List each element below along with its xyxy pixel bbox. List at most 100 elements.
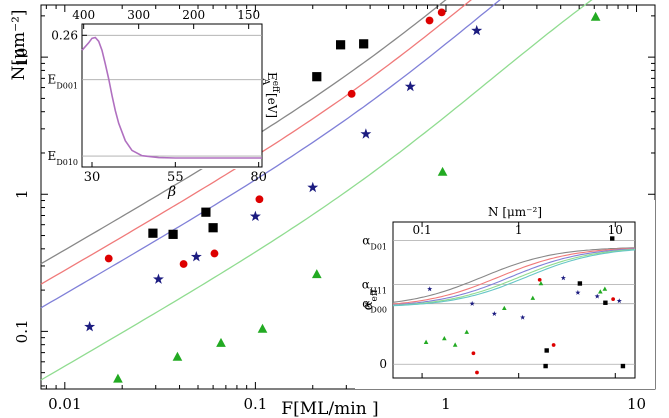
data-point-star [153,273,164,284]
main-y-axis-label: N[μm⁻²] [9,9,29,80]
data-point-triangle [590,11,601,21]
data-point-star [360,128,372,139]
x-tick-label: 10 [627,395,646,413]
fit-curve [40,0,593,381]
inset-data-point-square [610,236,615,241]
inset-data-point-triangle [464,329,470,334]
data-point-triangle [257,323,268,333]
y-tick-label: 0.1 [13,319,31,343]
sigmoid-curve [392,248,636,306]
data-point-circle [425,16,434,25]
data-point-circle [437,8,446,17]
data-point-triangle [311,269,322,279]
data-point-triangle [437,166,448,176]
x-tick-label: 10 [608,223,623,237]
x-tick-label: 0.01 [48,395,81,413]
inset-data-point-square [603,300,608,305]
inset-data-point-circle [475,370,479,375]
inset-data-point-square [577,281,583,286]
activation-energy-curve [81,36,262,159]
y-tick-label-subscript: D001 [56,81,78,90]
inset-beta-frame [81,23,263,168]
inset-beta-y-axis-label: EeffA[eV] [260,72,280,118]
inset-data-point-star [469,300,475,306]
inset-beta-panel-background [80,22,262,169]
data-point-square [359,39,369,49]
inset-data-point-square [620,363,626,369]
data-point-square [148,228,158,238]
inset-data-point-circle [537,277,542,282]
inset-data-point-triangle [602,286,608,291]
y-tick-label-subscript: D00 [370,305,387,314]
x-tick-label: 1 [515,223,523,237]
inset-data-point-triangle [538,280,544,286]
inset-alpha-frame [392,221,636,379]
inset-data-point-star [427,286,433,292]
inset-data-point-star [575,289,581,295]
data-point-triangle [113,373,123,383]
sigmoid-curve [392,248,636,306]
top-tick-label: 400 [72,8,95,22]
top-tick-label: 150 [237,8,260,22]
inset-alpha-x-axis-label: N [μm⁻²] [488,205,542,219]
top-tick-label: 300 [127,8,150,22]
inset-data-point-star [594,293,600,299]
inset-data-point-circle [551,343,556,347]
inset-data-point-circle [471,351,476,356]
data-point-triangle [216,337,226,347]
y-tick-label: 0.26 [51,28,78,42]
inset-data-point-circle [611,297,615,301]
inset-data-point-square [544,348,549,353]
data-point-circle [255,195,264,204]
data-point-circle [104,254,113,263]
inset-data-point-triangle [442,336,447,341]
data-point-star [307,181,319,193]
data-point-star [84,321,96,332]
data-point-star [249,210,261,221]
fit-curve [40,0,447,265]
inset-data-point-triangle [530,295,536,300]
inset-data-point-triangle [502,305,507,311]
inset-data-point-star [520,314,526,320]
sigmoid-curve [392,249,636,307]
inset-data-point-star [491,311,497,316]
data-point-square [208,223,218,233]
data-point-star [471,24,483,36]
data-point-circle [347,89,356,98]
data-point-square [201,207,211,217]
x-tick-label: 80 [250,170,267,185]
y-tick-label-subscript: D01 [370,242,387,251]
y-tick-label: ED001 [48,73,78,91]
x-tick-label: 1 [441,395,451,413]
inset-data-point-square [543,363,548,369]
y-tick-label: 0 [379,357,387,371]
x-tick-label: 0.1 [413,223,432,237]
data-point-square [168,229,178,239]
main-x-axis-label: F[ML/min ] [281,399,378,418]
fit-curve [40,0,501,309]
sigmoid-curve [392,247,636,305]
data-point-triangle [172,351,183,361]
inset-beta-x-axis-label: β [167,184,176,200]
y-tick-label-subscript: D010 [56,158,78,167]
top-tick-label: 200 [182,8,205,22]
inset-data-point-star [560,275,566,281]
inset-data-point-triangle [452,342,458,347]
data-point-square [312,72,322,82]
inset-data-point-star [616,298,622,304]
y-tick-label-subscript: H11 [370,286,387,295]
data-point-circle [179,260,188,268]
sigmoid-curve [392,247,635,303]
y-tick-label: 1 [13,189,31,199]
main-plot-frame [40,4,656,390]
x-tick-label: 30 [84,170,101,185]
x-tick-label: 0.1 [243,395,267,413]
inset-data-point-triangle [598,289,603,294]
data-point-star [190,251,202,262]
inset-data-point-triangle [423,339,429,344]
y-tick-label: 10 [13,48,31,67]
x-tick-label: 55 [167,170,184,185]
data-point-star [404,80,416,92]
